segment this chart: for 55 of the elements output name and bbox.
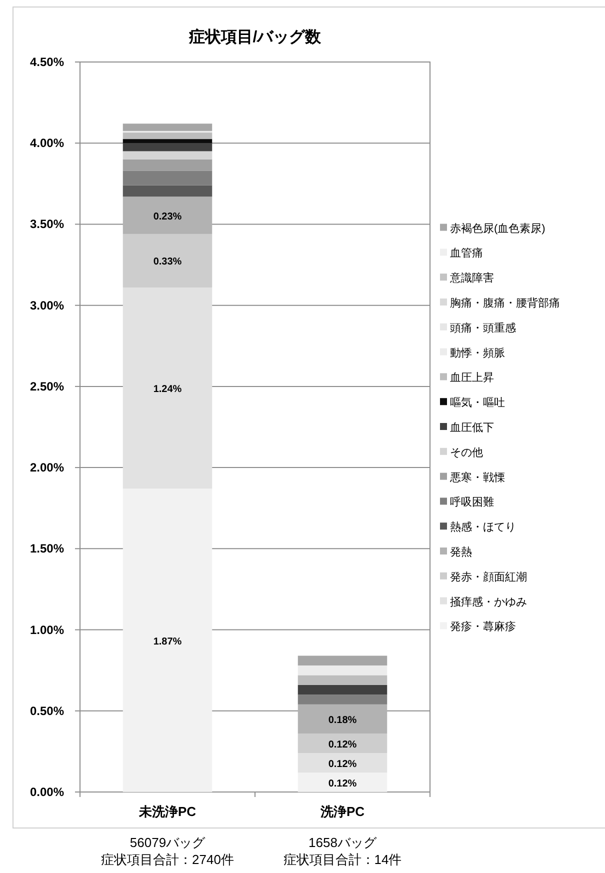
legend-label: その他 (450, 446, 483, 459)
legend-label: 頭痛・頭重感 (450, 321, 516, 334)
bar (298, 675, 388, 685)
bar (298, 656, 388, 666)
legend-label: 血管痛 (450, 246, 483, 260)
legend-label: 血圧低下 (450, 422, 494, 434)
y-tick-label: 2.50% (30, 379, 64, 394)
x-tick-label: 未洗浄PC (138, 804, 197, 819)
bar (122, 234, 212, 288)
bar (298, 772, 388, 792)
legend-label: 胸痛・腹痛・腰背部痛 (450, 296, 560, 310)
data-label: 0.18% (328, 715, 357, 726)
legend-label: 血圧上昇 (450, 371, 494, 384)
annotation: 1658バッグ (308, 835, 376, 850)
legend-label: 呼吸困難 (450, 496, 494, 509)
y-tick-label: 4.50% (30, 55, 64, 69)
x-tick-label: 洗浄PC (319, 804, 366, 819)
y-tick-label: 1.00% (30, 622, 64, 637)
y-tick-label: 0.50% (30, 704, 64, 718)
data-label: 0.12% (328, 739, 357, 750)
bar (298, 684, 388, 695)
bar (122, 124, 212, 131)
legend-label: 動悸・頻脈 (450, 346, 505, 360)
annotation: 56079バッグ (130, 835, 206, 850)
chart-title: 症状項目/バッグ数 (188, 28, 322, 46)
legend-label: 発疹・蕁麻疹 (450, 620, 516, 634)
legend-label: 熱感・ほてり (450, 520, 516, 534)
legend-label: 発赤・顔面紅潮 (450, 570, 527, 584)
y-tick-label: 3.00% (30, 298, 64, 312)
annotation: 症状項目合計：14件 (283, 852, 402, 867)
bar (122, 287, 212, 489)
bar (298, 704, 388, 734)
y-tick-label: 4.00% (30, 136, 64, 150)
bar (122, 488, 212, 792)
legend-label: 掻痒感・かゆみ (450, 595, 527, 608)
legend-label: 赤褐色尿(血色素尿) (450, 222, 546, 235)
legend-label: 悪寒・戦慄 (449, 470, 505, 484)
data-label: 0.23% (153, 211, 182, 222)
bar (298, 734, 388, 754)
data-label: 0.12% (328, 758, 357, 770)
y-tick-label: 2.00% (30, 460, 64, 475)
legend-label: 意識障害 (449, 272, 494, 285)
y-tick-label: 0.00% (30, 785, 64, 799)
legend-label: 嘔気・嘔吐 (450, 396, 505, 410)
data-label: 1.24% (153, 384, 182, 396)
bar (298, 753, 388, 773)
y-tick-label: 3.50% (30, 217, 64, 232)
annotation: 症状項目合計：2740件 (101, 852, 234, 867)
data-label: 1.87% (153, 636, 182, 648)
data-label: 0.33% (153, 256, 182, 268)
data-label: 0.12% (328, 778, 357, 790)
legend-label: 発熱 (450, 546, 472, 558)
bar (298, 665, 388, 676)
bar (298, 694, 388, 704)
y-tick-label: 1.50% (30, 542, 64, 556)
